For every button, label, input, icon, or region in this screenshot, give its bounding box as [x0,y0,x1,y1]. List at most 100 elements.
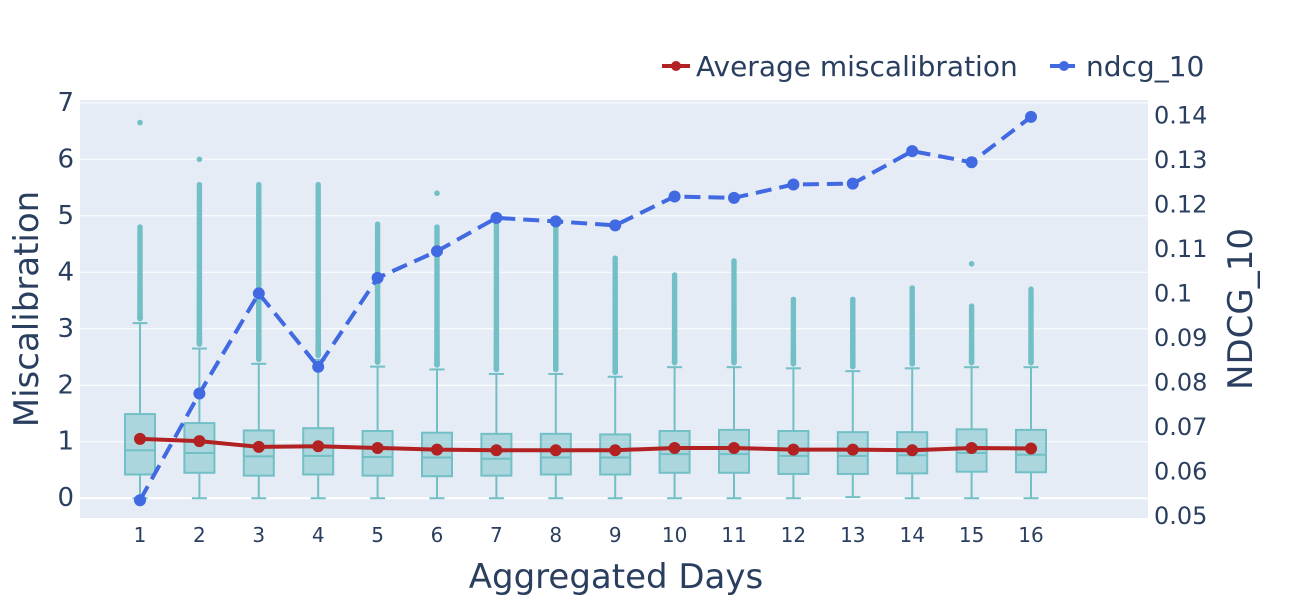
y2-tick-label-0-05: 0.05 [1154,502,1207,530]
x-tick-label-3: 3 [252,523,265,547]
series-point-average-miscalibration-1 [134,432,146,445]
outlier-point [374,221,381,228]
outlier-point [255,181,262,188]
y-axis-right-title: NDCG_10 [1221,228,1261,390]
y2-tick-label-0-11: 0.11 [1154,235,1207,263]
y-tick-label-5: 5 [57,201,74,231]
series-point-ndcg-10-1 [134,494,146,507]
outlier-point [137,224,143,230]
outlier-point [909,285,915,291]
x-tick-label-4: 4 [312,523,325,547]
series-point-ndcg-10-4 [312,360,325,373]
series-point-ndcg-10-5 [371,271,384,284]
legend-marker-average-miscalibration [671,61,681,71]
y2-tick-label-0-14: 0.14 [1154,102,1207,130]
y-axis-left-title: Miscalibration [7,191,47,427]
y2-tick-label-0-13: 0.13 [1154,146,1207,174]
x-tick-label-8: 8 [549,523,562,547]
series-point-ndcg-10-13 [846,177,859,190]
box-day-4 [302,181,335,500]
outlier-point [968,303,975,309]
outlier-point [196,181,203,188]
series-point-ndcg-10-15 [965,156,978,169]
y-tick-label-3: 3 [57,314,74,344]
box-day-14 [896,285,929,500]
series-point-average-miscalibration-13 [846,443,859,456]
series-line-ndcg-10 [138,115,1033,502]
box-iqr [480,432,513,477]
box-iqr [302,427,335,476]
y2-tick-label-0-12: 0.12 [1154,191,1207,219]
y-axis-left: 0 1 2 3 4 5 6 7 [57,88,74,513]
outlier-point-extreme [968,261,975,267]
outlier-point [612,255,618,261]
box-iqr [1015,428,1047,474]
x-tick-label-16: 16 [1018,523,1043,547]
y-tick-label-7: 7 [57,88,74,118]
outlier-point [434,224,440,230]
outlier-point [315,181,322,188]
box-day-2 [183,156,216,500]
y-axis-right: 0.05 0.06 0.07 0.08 0.09 0.1 0.11 0.12 0.13 0.14 [1154,102,1207,530]
outlier-point [731,258,737,264]
y2-tick-label-0-09: 0.09 [1154,324,1207,352]
series-line-average-miscalibration [139,436,1032,453]
outlier-point [1028,286,1034,293]
legend-entry-ndcg-10[interactable]: ndcg_10 [1050,50,1204,83]
legend-entry-average-miscalibration[interactable]: Average miscalibration [662,50,1018,83]
series-point-ndcg-10-14 [906,145,919,158]
box-day-7 [480,221,513,500]
series-point-ndcg-10-8 [549,215,562,228]
series-point-average-miscalibration-14 [906,444,919,457]
box-day-16 [1015,286,1047,500]
outlier-point [790,296,797,303]
y2-tick-label-0-06: 0.06 [1154,457,1207,485]
outlier-point [850,296,856,303]
series-point-average-miscalibration-2 [193,435,206,448]
x-tick-label-10: 10 [662,523,687,547]
x-axis: 1 2 3 4 5 6 7 8 9 10 11 12 13 14 15 16 [134,523,1044,547]
box-iqr [896,431,929,475]
series-point-ndcg-10-16 [1025,110,1037,123]
y2-tick-label-0-07: 0.07 [1154,413,1207,441]
series-point-ndcg-10-3 [252,287,265,300]
y2-tick-label-0-08: 0.08 [1154,368,1207,396]
series-point-average-miscalibration-16 [1025,442,1037,455]
x-tick-label-1: 1 [134,523,147,547]
outlier-point-extreme [137,119,143,126]
series-point-average-miscalibration-9 [609,444,622,457]
box-iqr [242,429,275,477]
y-tick-label-6: 6 [57,144,74,174]
legend[interactable]: Average miscalibration ndcg_10 [662,50,1204,83]
x-tick-label-7: 7 [490,523,503,547]
series-point-ndcg-10-6 [431,245,443,258]
legend-label-average-miscalibration: Average miscalibration [696,50,1018,83]
series-point-ndcg-10-2 [193,387,206,400]
y-tick-label-4: 4 [57,257,74,287]
x-tick-label-12: 12 [781,523,806,547]
series-point-average-miscalibration-7 [490,444,503,457]
box-iqr [361,430,394,477]
series-point-ndcg-10-9 [609,219,622,232]
series-point-average-miscalibration-8 [549,444,562,457]
series-point-ndcg-10-11 [728,191,740,204]
box-day-9 [599,255,632,500]
x-tick-label-2: 2 [193,523,206,547]
legend-label-ndcg-10: ndcg_10 [1086,50,1204,83]
y-tick-label-2: 2 [57,370,74,400]
legend-marker-ndcg-10 [1059,61,1069,71]
box-day-3 [242,181,275,500]
series-point-average-miscalibration-11 [728,441,740,454]
x-tick-label-15: 15 [959,523,984,547]
series-point-ndcg-10-10 [668,190,681,203]
x-tick-label-6: 6 [431,523,444,547]
series-point-ndcg-10-7 [490,211,503,224]
y2-tick-label-0-1: 0.1 [1154,279,1192,307]
line-series [134,110,1037,507]
box-iqr [183,422,216,474]
series-point-average-miscalibration-3 [252,440,265,453]
series-point-ndcg-10-12 [787,178,800,191]
series-point-average-miscalibration-12 [787,443,800,456]
